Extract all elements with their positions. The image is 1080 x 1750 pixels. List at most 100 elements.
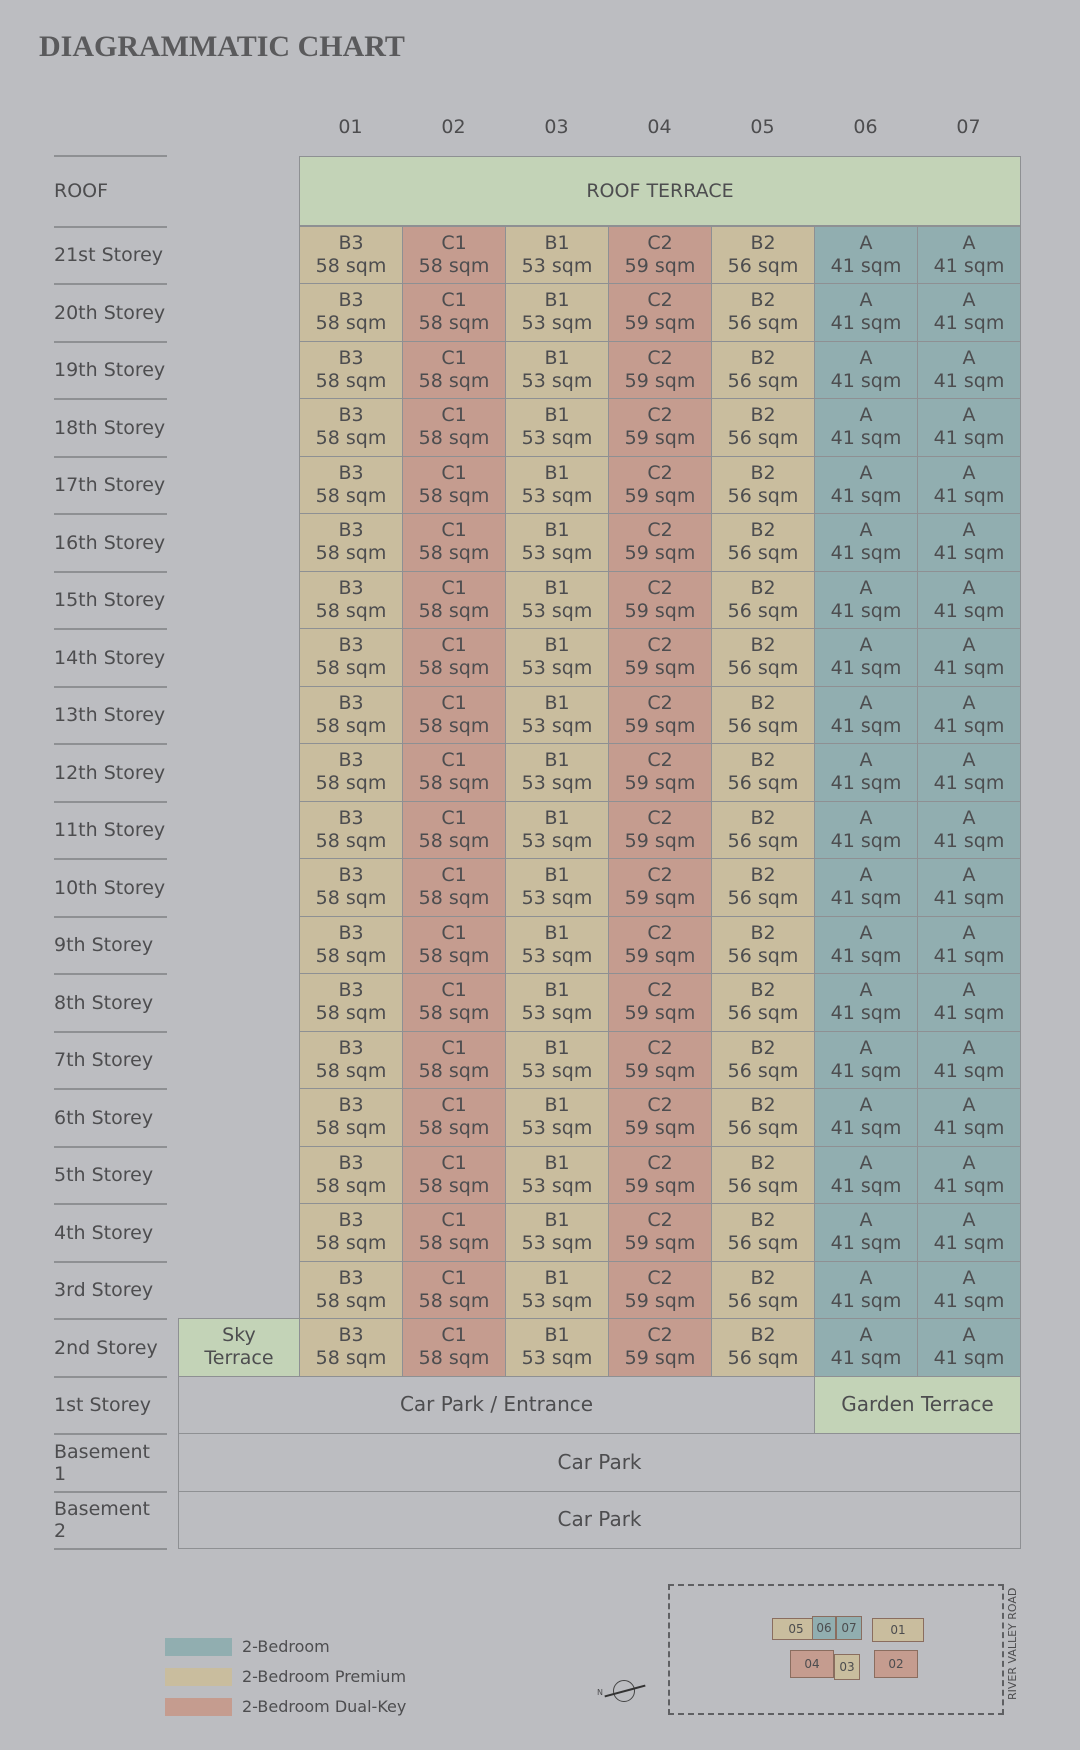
unit-type: A xyxy=(859,461,873,484)
unit-area: 41 sqm xyxy=(933,542,1005,565)
unit-cell: C1 58 sqm xyxy=(402,1088,506,1147)
unit-cell: C2 59 sqm xyxy=(608,858,712,917)
unit-type: A xyxy=(962,461,976,484)
unit-type: C2 xyxy=(647,634,673,657)
unit-area: 53 sqm xyxy=(521,657,593,680)
unit-area: 41 sqm xyxy=(830,484,902,507)
row-label: 15th Storey xyxy=(54,570,167,629)
unit-type: B3 xyxy=(338,1324,364,1347)
unit-area: 41 sqm xyxy=(830,312,902,335)
unit-area: 41 sqm xyxy=(933,772,1005,795)
unit-cell: B3 58 sqm xyxy=(299,628,403,687)
unit-type: B3 xyxy=(338,749,364,772)
unit-type: B2 xyxy=(750,1324,776,1347)
unit-type: B3 xyxy=(338,289,364,312)
unit-cell: B1 53 sqm xyxy=(505,283,609,342)
unit-type: C2 xyxy=(647,921,673,944)
unit-type: B3 xyxy=(338,979,364,1002)
unit-cell: C1 58 sqm xyxy=(402,283,506,342)
unit-area: 41 sqm xyxy=(933,599,1005,622)
unit-cell: B1 53 sqm xyxy=(505,1318,609,1377)
unit-cell: B3 58 sqm xyxy=(299,800,403,859)
unit-area: 56 sqm xyxy=(727,1002,799,1025)
unit-cell: A 41 sqm xyxy=(814,800,918,859)
unit-type: B3 xyxy=(338,634,364,657)
unit-area: 56 sqm xyxy=(727,1347,799,1370)
unit-type: B1 xyxy=(544,1209,570,1232)
unit-cell: B2 56 sqm xyxy=(711,628,815,687)
unit-area: 58 sqm xyxy=(418,944,490,967)
unit-type: B2 xyxy=(750,864,776,887)
unit-area: 58 sqm xyxy=(418,1347,490,1370)
unit-cell: C1 58 sqm xyxy=(402,570,506,629)
unit-area: 58 sqm xyxy=(315,887,387,910)
site-unit: 01 xyxy=(872,1618,924,1642)
unit-area: 41 sqm xyxy=(933,944,1005,967)
unit-cell: B3 58 sqm xyxy=(299,1145,403,1204)
unit-area: 53 sqm xyxy=(521,1002,593,1025)
unit-area: 58 sqm xyxy=(418,1002,490,1025)
unit-cell: B2 56 sqm xyxy=(711,1088,815,1147)
unit-type: A xyxy=(859,289,873,312)
unit-cell: B2 56 sqm xyxy=(711,283,815,342)
unit-area: 59 sqm xyxy=(624,599,696,622)
unit-area: 41 sqm xyxy=(830,599,902,622)
unit-cell: C1 58 sqm xyxy=(402,225,506,284)
unit-type: A xyxy=(962,231,976,254)
road-label: RIVER VALLEY ROAD xyxy=(1006,1587,1019,1700)
unit-area: 41 sqm xyxy=(830,714,902,737)
unit-area: 56 sqm xyxy=(727,1174,799,1197)
unit-type: C2 xyxy=(647,749,673,772)
unit-area: 53 sqm xyxy=(521,312,593,335)
unit-cell: B2 56 sqm xyxy=(711,743,815,802)
unit-type: B2 xyxy=(750,1036,776,1059)
column-header: 05 xyxy=(750,116,775,138)
unit-cell: B1 53 sqm xyxy=(505,628,609,687)
unit-area: 41 sqm xyxy=(933,887,1005,910)
unit-cell: A 41 sqm xyxy=(917,455,1021,514)
unit-cell: B2 56 sqm xyxy=(711,1318,815,1377)
unit-type: C2 xyxy=(647,1266,673,1289)
unit-area: 53 sqm xyxy=(521,829,593,852)
unit-cell: C1 58 sqm xyxy=(402,800,506,859)
unit-area: 53 sqm xyxy=(521,1059,593,1082)
unit-cell: A 41 sqm xyxy=(814,973,918,1032)
unit-type: B3 xyxy=(338,1266,364,1289)
unit-cell: B3 58 sqm xyxy=(299,1088,403,1147)
unit-type: B3 xyxy=(338,576,364,599)
unit-type: B3 xyxy=(338,1209,364,1232)
unit-area: 58 sqm xyxy=(315,772,387,795)
compass-circle xyxy=(613,1680,635,1702)
unit-type: C1 xyxy=(441,1266,467,1289)
unit-type: A xyxy=(859,864,873,887)
unit-area: 58 sqm xyxy=(418,1059,490,1082)
unit-cell: A 41 sqm xyxy=(917,398,1021,457)
unit-area: 59 sqm xyxy=(624,1347,696,1370)
unit-type: B1 xyxy=(544,806,570,829)
unit-type: B2 xyxy=(750,576,776,599)
unit-type: A xyxy=(859,1266,873,1289)
unit-area: 58 sqm xyxy=(315,944,387,967)
car-park-entrance: Car Park / Entrance xyxy=(178,1375,815,1434)
row-label: 7th Storey xyxy=(54,1030,167,1089)
unit-type: B1 xyxy=(544,346,570,369)
unit-type: C2 xyxy=(647,1151,673,1174)
unit-cell: B2 56 sqm xyxy=(711,685,815,744)
unit-type: A xyxy=(962,634,976,657)
row-label: ROOF xyxy=(54,155,167,225)
unit-cell: A 41 sqm xyxy=(814,858,918,917)
unit-type: A xyxy=(962,921,976,944)
unit-cell: B2 56 sqm xyxy=(711,398,815,457)
unit-cell: B3 58 sqm xyxy=(299,973,403,1032)
unit-type: B2 xyxy=(750,749,776,772)
row-label: 8th Storey xyxy=(54,973,167,1031)
unit-cell: A 41 sqm xyxy=(814,398,918,457)
column-header: 07 xyxy=(956,116,981,138)
unit-area: 41 sqm xyxy=(830,1289,902,1312)
unit-area: 58 sqm xyxy=(315,254,387,277)
unit-cell: C1 58 sqm xyxy=(402,1318,506,1377)
unit-area: 53 sqm xyxy=(521,1347,593,1370)
unit-area: 59 sqm xyxy=(624,829,696,852)
unit-cell: C2 59 sqm xyxy=(608,398,712,457)
unit-type: B3 xyxy=(338,1094,364,1117)
